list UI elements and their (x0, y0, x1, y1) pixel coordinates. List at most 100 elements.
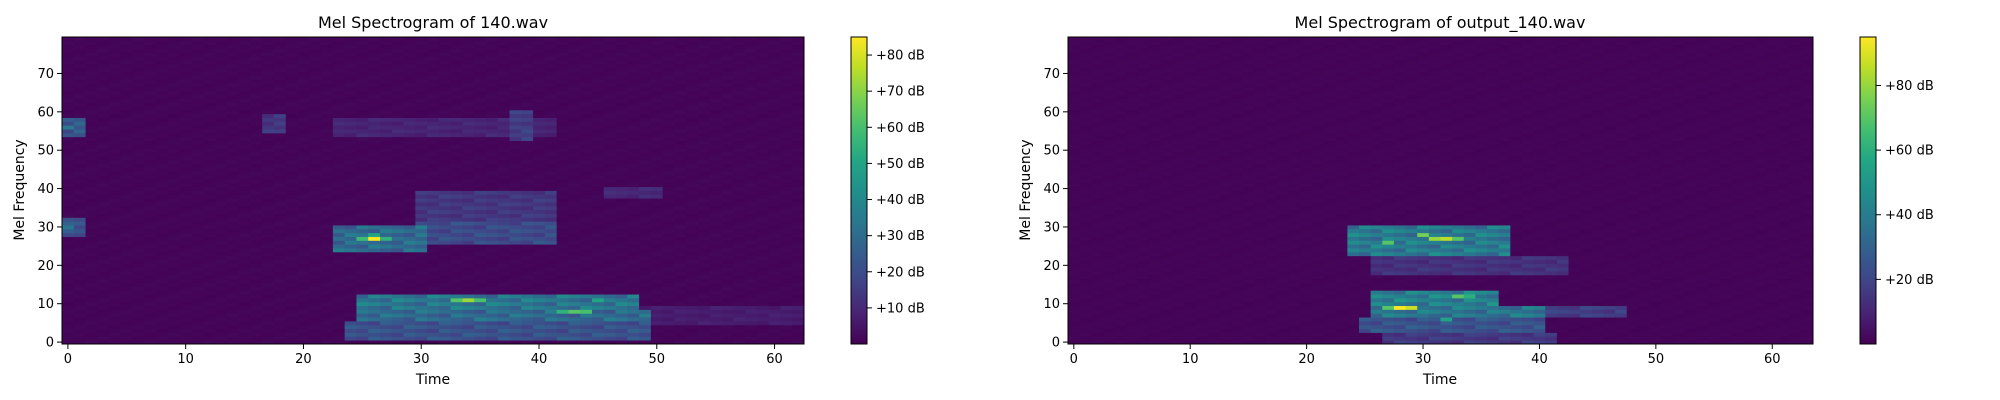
heatmap-cell (368, 328, 381, 333)
heatmap-cell (191, 167, 204, 172)
heatmap-cell (615, 190, 628, 195)
heatmap-cell (203, 294, 216, 299)
heatmap-cell (592, 301, 605, 307)
heatmap-cell (415, 132, 428, 138)
heatmap-cell (368, 86, 381, 92)
heatmap-cell (380, 278, 393, 283)
heatmap-cell (215, 297, 228, 303)
heatmap-cell (674, 75, 687, 80)
heatmap-cell (321, 152, 334, 157)
heatmap-cell (768, 56, 781, 61)
heatmap-cell (662, 155, 675, 161)
heatmap-cell (650, 167, 664, 172)
heatmap-cell (356, 255, 369, 260)
heatmap-cell (403, 167, 416, 172)
heatmap-cell (238, 251, 251, 257)
heatmap-cell (580, 152, 593, 157)
heatmap-cell (756, 140, 770, 145)
heatmap-cell (768, 94, 781, 99)
heatmap-cell (756, 102, 770, 107)
heatmap-cell (132, 98, 145, 103)
heatmap-cell (97, 213, 110, 218)
heatmap-cell (639, 148, 652, 153)
heatmap-cell (721, 317, 734, 322)
heatmap-cell (168, 148, 181, 153)
heatmap-cell (486, 144, 499, 149)
heatmap-cell (238, 301, 251, 307)
heatmap-cell (780, 102, 793, 107)
heatmap-cell (332, 225, 346, 230)
heatmap-cell (262, 190, 275, 195)
heatmap-cell (768, 175, 781, 180)
heatmap-cell (427, 44, 440, 49)
heatmap-cell (368, 60, 381, 65)
heatmap-cell (285, 194, 298, 199)
heatmap-cell (156, 213, 169, 218)
heatmap-cell (274, 71, 287, 76)
heatmap-cell (686, 240, 699, 245)
heatmap-cell (650, 90, 664, 95)
heatmap-cell (544, 202, 558, 207)
heatmap-cell (568, 121, 581, 126)
heatmap-cell (415, 63, 428, 69)
heatmap-cell (698, 251, 711, 257)
heatmap-cell (462, 209, 475, 214)
heatmap-cell (274, 263, 287, 268)
heatmap-cell (474, 240, 487, 245)
chart-title: Mel Spectrogram of 140.wav (318, 13, 548, 32)
heatmap-cell (321, 182, 334, 188)
heatmap-cell (203, 278, 216, 283)
heatmap-cell (297, 175, 310, 180)
heatmap-cell (391, 37, 404, 42)
heatmap-cell (156, 332, 169, 337)
heatmap-cell (191, 232, 204, 237)
heatmap-cell (792, 259, 805, 264)
heatmap-cell (262, 205, 275, 211)
heatmap-cell (179, 86, 192, 92)
heatmap-cell (756, 259, 770, 264)
heatmap-cell (438, 140, 452, 145)
heatmap-cell (109, 297, 122, 303)
heatmap-cell (450, 86, 463, 92)
heatmap-cell (309, 228, 322, 234)
heatmap-cell (285, 336, 298, 341)
heatmap-cell (733, 198, 746, 203)
heatmap-cell (250, 267, 263, 272)
heatmap-cell (215, 94, 228, 99)
heatmap-cell (120, 251, 134, 257)
heatmap-cell (238, 102, 251, 107)
heatmap-cell (733, 186, 746, 191)
heatmap-cell (780, 56, 793, 61)
heatmap-cell (509, 332, 522, 337)
heatmap-cell (556, 190, 569, 195)
heatmap-cell (156, 98, 169, 103)
heatmap-cell (297, 286, 310, 291)
heatmap-cell (168, 40, 181, 46)
heatmap-cell (332, 144, 346, 149)
heatmap-cell (544, 259, 558, 264)
heatmap-cell (627, 190, 640, 195)
heatmap-cell (391, 132, 404, 138)
heatmap-cell (132, 106, 145, 111)
heatmap-cell (721, 286, 734, 291)
heatmap-cell (768, 309, 781, 314)
heatmap-cell (462, 267, 475, 272)
heatmap-cell (203, 48, 216, 53)
heatmap-cell (450, 305, 463, 310)
heatmap-cell (297, 90, 310, 95)
heatmap-cell (768, 255, 781, 260)
heatmap-cell (486, 190, 499, 195)
heatmap-cell (615, 152, 628, 157)
heatmap-cell (662, 140, 675, 145)
heatmap-cell (356, 63, 369, 69)
heatmap-cell (662, 221, 675, 226)
heatmap-cell (132, 305, 145, 310)
heatmap-cell (120, 102, 134, 107)
heatmap-cell (627, 236, 640, 241)
heatmap-cell (603, 37, 616, 42)
heatmap-cell (427, 75, 440, 80)
heatmap-cell (568, 294, 581, 299)
heatmap-cell (733, 221, 746, 226)
heatmap-cell (132, 163, 145, 168)
heatmap-cell (62, 148, 75, 153)
